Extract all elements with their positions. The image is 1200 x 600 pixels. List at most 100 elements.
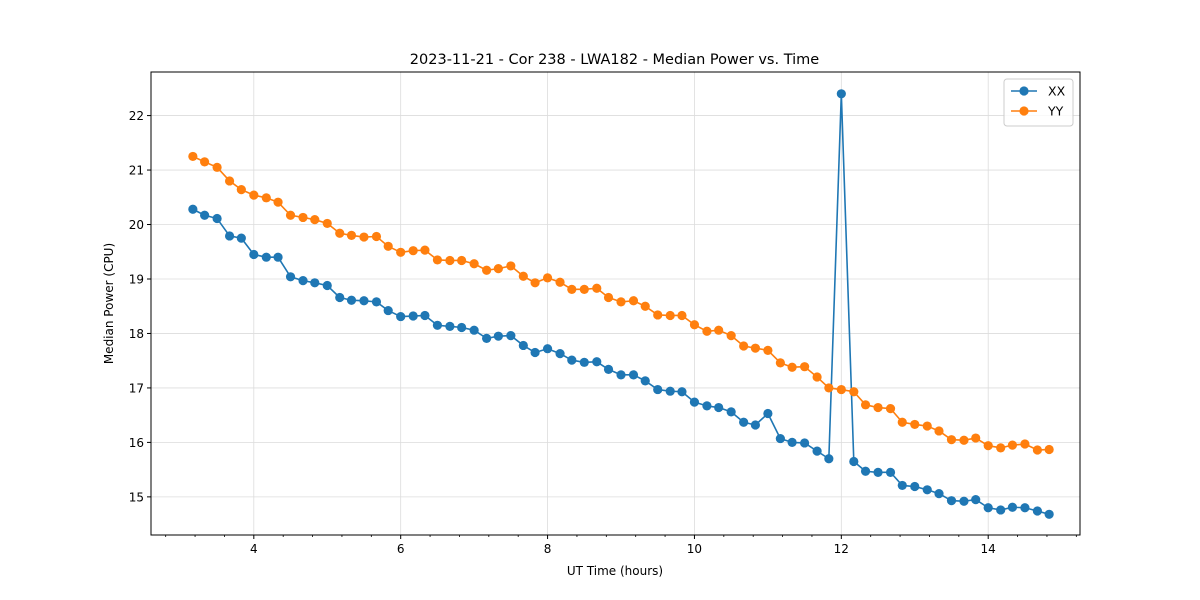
data-point-xx [677, 387, 687, 397]
data-point-yy [482, 265, 492, 275]
y-tick-label: 19 [129, 272, 144, 286]
data-point-xx [506, 331, 516, 341]
data-point-xx [1032, 506, 1043, 516]
data-point-yy [739, 341, 749, 351]
legend-marker-yy [1019, 106, 1029, 116]
data-point-yy [359, 232, 369, 242]
data-point-xx [592, 357, 602, 367]
data-point-xx [824, 454, 834, 464]
data-point-yy [910, 419, 920, 430]
series-layer [188, 89, 1054, 519]
y-tick-label: 17 [129, 381, 144, 395]
y-tick-label: 21 [129, 164, 144, 178]
data-point-xx [1044, 509, 1054, 519]
data-point-xx [518, 340, 528, 351]
data-point-xx [860, 466, 871, 476]
data-point-xx [420, 310, 430, 321]
data-point-yy [542, 273, 553, 283]
data-point-yy [616, 297, 626, 307]
legend-label-xx: XX [1048, 84, 1066, 99]
x-tick-label: 12 [834, 542, 849, 556]
y-tick-label: 20 [129, 218, 144, 232]
data-point-yy [873, 402, 883, 413]
chart-title: 2023-11-21 - Cor 238 - LWA182 - Median P… [410, 52, 819, 68]
data-point-xx [910, 481, 920, 492]
data-point-xx [408, 311, 418, 321]
data-point-yy [457, 255, 467, 266]
y-tick-label: 16 [129, 436, 144, 450]
data-point-yy [934, 426, 944, 436]
data-point-yy [396, 247, 406, 257]
data-point-yy [420, 245, 430, 255]
data-point-xx [1007, 502, 1018, 512]
x-tick-label: 8 [544, 542, 552, 556]
data-point-xx [579, 357, 589, 367]
series-yy [188, 151, 1054, 455]
data-point-yy [750, 343, 761, 353]
data-point-yy [885, 404, 896, 414]
data-point-xx [200, 210, 210, 220]
data-point-yy [726, 331, 736, 341]
data-point-yy [555, 277, 565, 287]
data-point-yy [579, 284, 589, 294]
data-point-yy [922, 421, 932, 431]
data-point-yy [236, 185, 246, 195]
data-point-xx [775, 433, 785, 444]
grid [151, 72, 1080, 535]
data-point-xx [457, 322, 467, 333]
data-point-yy [860, 400, 871, 410]
data-point-yy [628, 296, 639, 306]
data-point-yy [677, 310, 687, 321]
data-point-xx [346, 295, 357, 305]
data-point-xx [298, 276, 308, 286]
data-point-yy [530, 278, 540, 288]
data-point-yy [518, 271, 528, 281]
data-point-xx [897, 480, 907, 491]
data-point-yy [849, 387, 859, 397]
data-point-xx [873, 467, 883, 477]
data-point-xx [542, 344, 553, 354]
data-point-xx [322, 280, 332, 291]
data-point-yy [249, 190, 259, 200]
data-point-yy [800, 362, 810, 372]
data-point-yy [592, 283, 602, 293]
data-point-xx [983, 503, 993, 513]
data-point-xx [432, 320, 443, 330]
data-point-xx [750, 420, 761, 430]
data-point-xx [959, 496, 969, 506]
x-tick-label: 4 [250, 542, 258, 556]
data-point-yy [506, 261, 516, 271]
x-tick-label: 10 [687, 542, 702, 556]
data-point-xx [567, 355, 577, 365]
data-point-xx [445, 321, 455, 331]
data-point-yy [432, 255, 443, 265]
plot-frame [150, 71, 1081, 536]
data-point-xx [224, 231, 235, 241]
data-point-xx [285, 272, 296, 282]
data-point-xx [800, 438, 810, 448]
data-point-yy [983, 441, 993, 451]
data-point-xx [702, 401, 712, 411]
data-point-yy [310, 215, 320, 225]
data-point-yy [603, 292, 614, 303]
data-point-yy [959, 435, 969, 445]
data-point-xx [469, 325, 479, 335]
data-point-yy [996, 443, 1006, 453]
data-point-yy [836, 384, 846, 395]
data-point-xx [396, 311, 406, 322]
data-point-yy [408, 246, 418, 256]
data-point-xx [812, 446, 822, 456]
y-tick-label: 15 [129, 490, 144, 504]
data-point-yy [493, 264, 503, 274]
data-point-xx [640, 376, 650, 386]
data-point-xx [787, 437, 797, 447]
data-point-xx [849, 456, 859, 467]
y-axis-label: Median Power (CPU) [102, 243, 116, 364]
data-point-xx [946, 496, 957, 506]
data-point-xx [971, 494, 981, 505]
data-point-yy [665, 310, 675, 321]
data-point-xx [836, 89, 846, 99]
data-point-xx [261, 252, 271, 262]
data-point-yy [946, 435, 957, 445]
data-point-xx [236, 233, 246, 243]
